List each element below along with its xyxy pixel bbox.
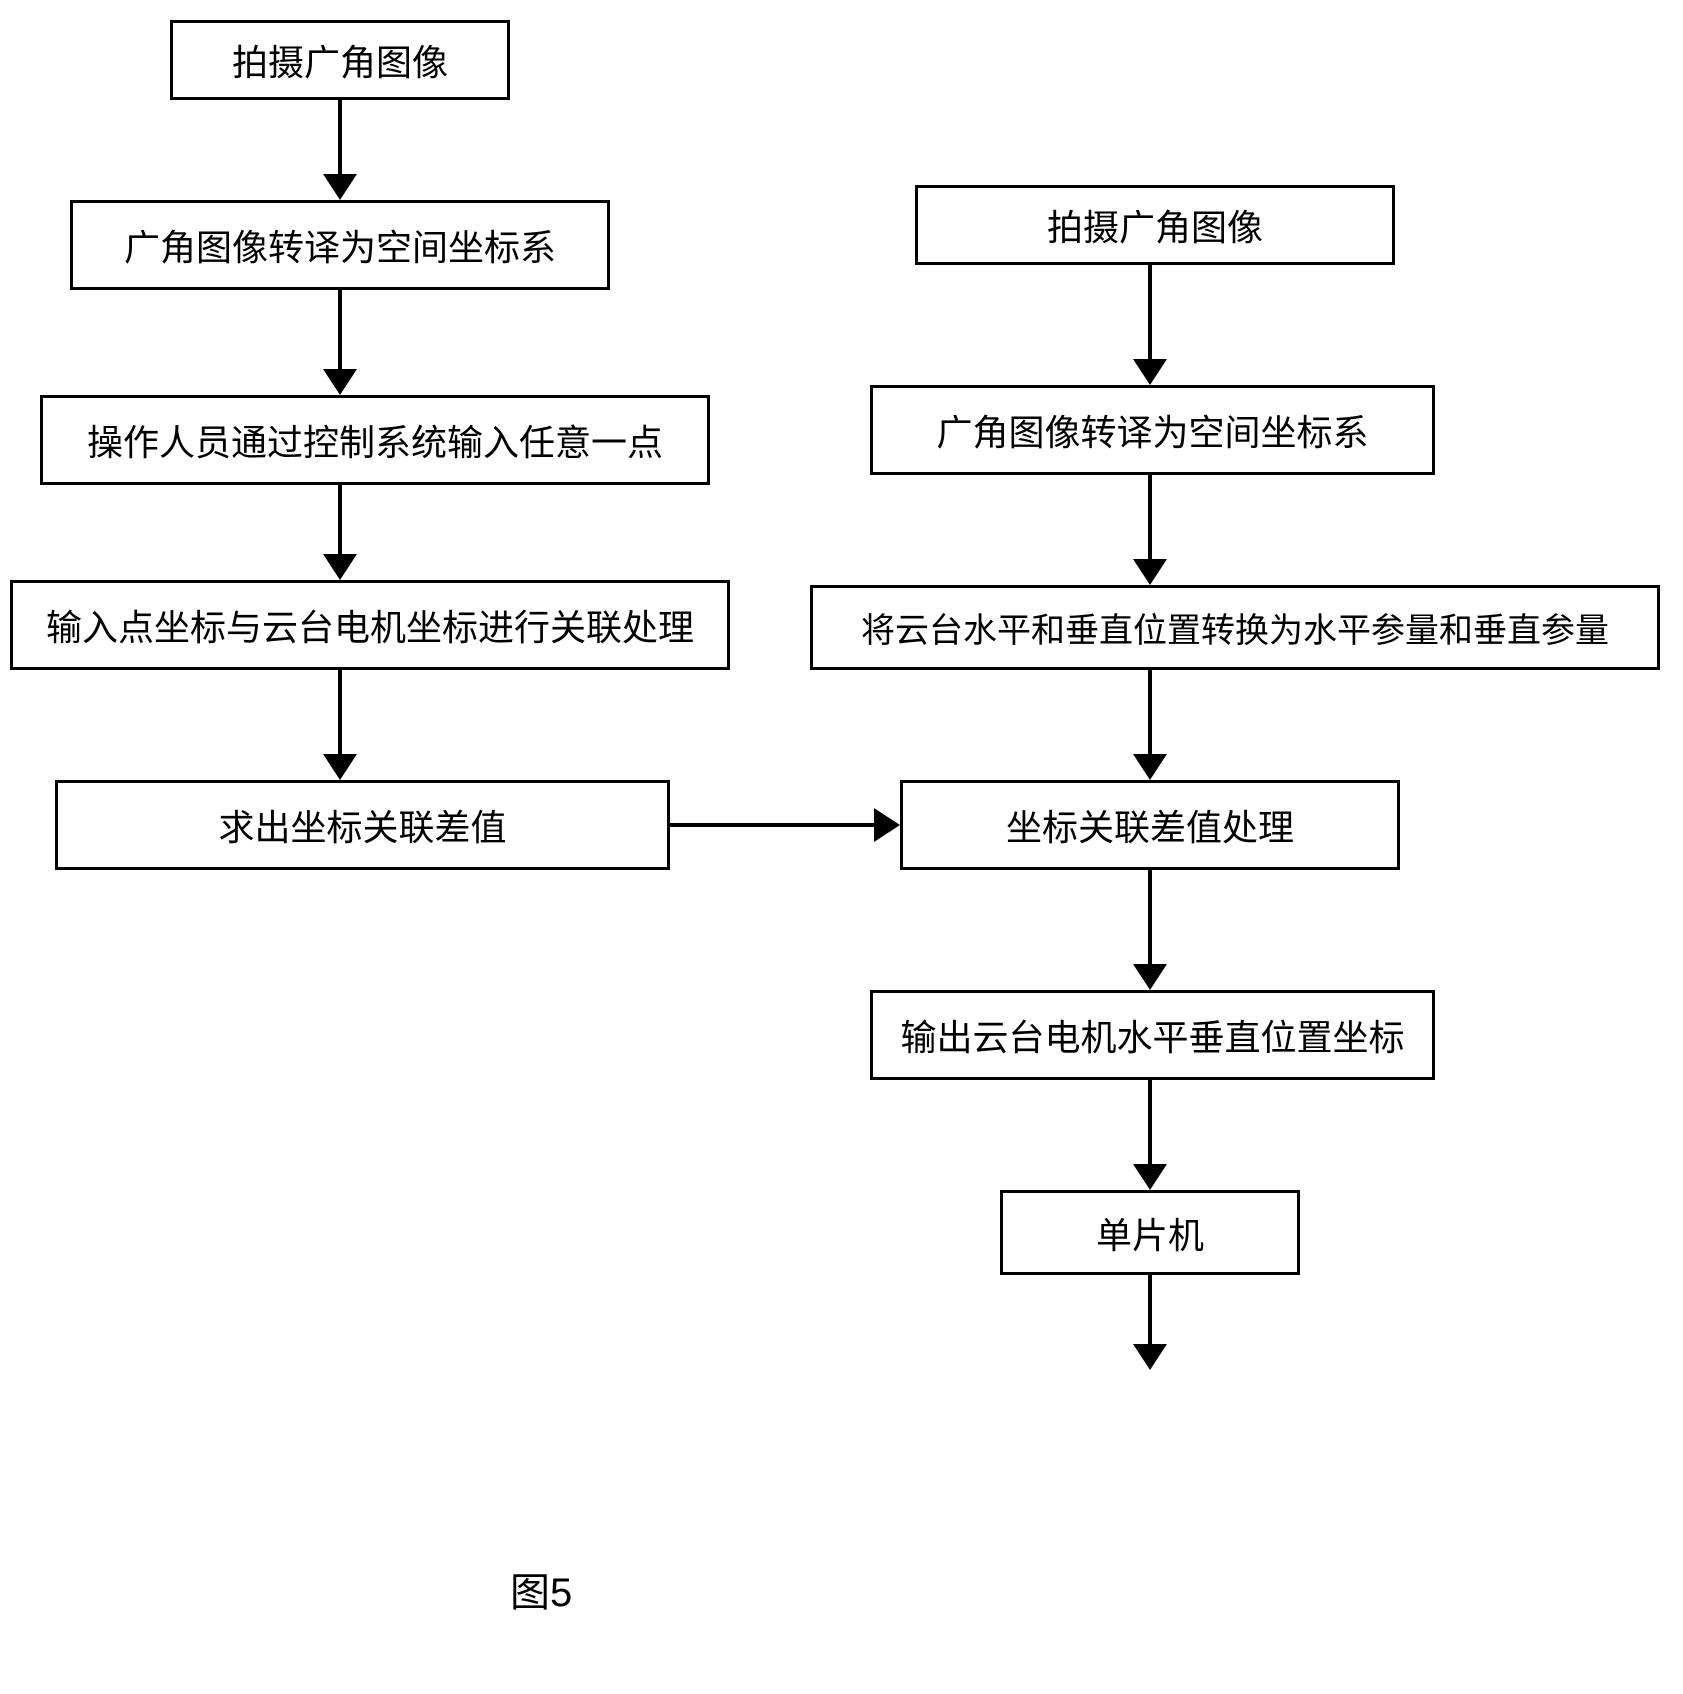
node-label: 单片机 [1096,1207,1204,1259]
edge-L1-L2 [323,100,357,200]
node-R6: 单片机 [1000,1190,1300,1275]
node-label: 输入点坐标与云台电机坐标进行关联处理 [46,599,694,651]
node-label: 拍摄广角图像 [232,34,448,86]
node-R5: 输出云台电机水平垂直位置坐标 [870,990,1435,1080]
edge-R4-R5 [1133,870,1167,990]
node-L3: 操作人员通过控制系统输入任意一点 [40,395,710,485]
node-R3: 将云台水平和垂直位置转换为水平参量和垂直参量 [810,585,1660,670]
node-L1: 拍摄广角图像 [170,20,510,100]
node-R1: 拍摄广角图像 [915,185,1395,265]
node-label: 拍摄广角图像 [1047,199,1263,251]
edge-L5-R4 [670,808,900,842]
node-label: 广角图像转译为空间坐标系 [124,219,556,271]
node-L4: 输入点坐标与云台电机坐标进行关联处理 [10,580,730,670]
node-label: 输出云台电机水平垂直位置坐标 [900,1009,1404,1061]
edge-L2-L3 [323,290,357,395]
edge-R5-R6 [1133,1080,1167,1190]
figure-caption: 图5 [510,1560,572,1618]
node-label: 坐标关联差值处理 [1006,799,1294,851]
node-label: 求出坐标关联差值 [218,799,506,851]
edge-R6-OUT [1133,1275,1167,1370]
edge-L4-L5 [323,670,357,780]
edge-R1-R2 [1133,265,1167,385]
edge-R3-R4 [1133,670,1167,780]
node-R4: 坐标关联差值处理 [900,780,1400,870]
node-label: 操作人员通过控制系统输入任意一点 [87,414,663,466]
node-label: 广角图像转译为空间坐标系 [936,404,1368,456]
node-L5: 求出坐标关联差值 [55,780,670,870]
edge-L3-L4 [323,485,357,580]
flowchart-canvas: 图5 拍摄广角图像广角图像转译为空间坐标系操作人员通过控制系统输入任意一点输入点… [0,0,1683,1694]
node-R2: 广角图像转译为空间坐标系 [870,385,1435,475]
edge-R2-R3 [1133,475,1167,585]
node-L2: 广角图像转译为空间坐标系 [70,200,610,290]
node-label: 将云台水平和垂直位置转换为水平参量和垂直参量 [861,603,1609,652]
